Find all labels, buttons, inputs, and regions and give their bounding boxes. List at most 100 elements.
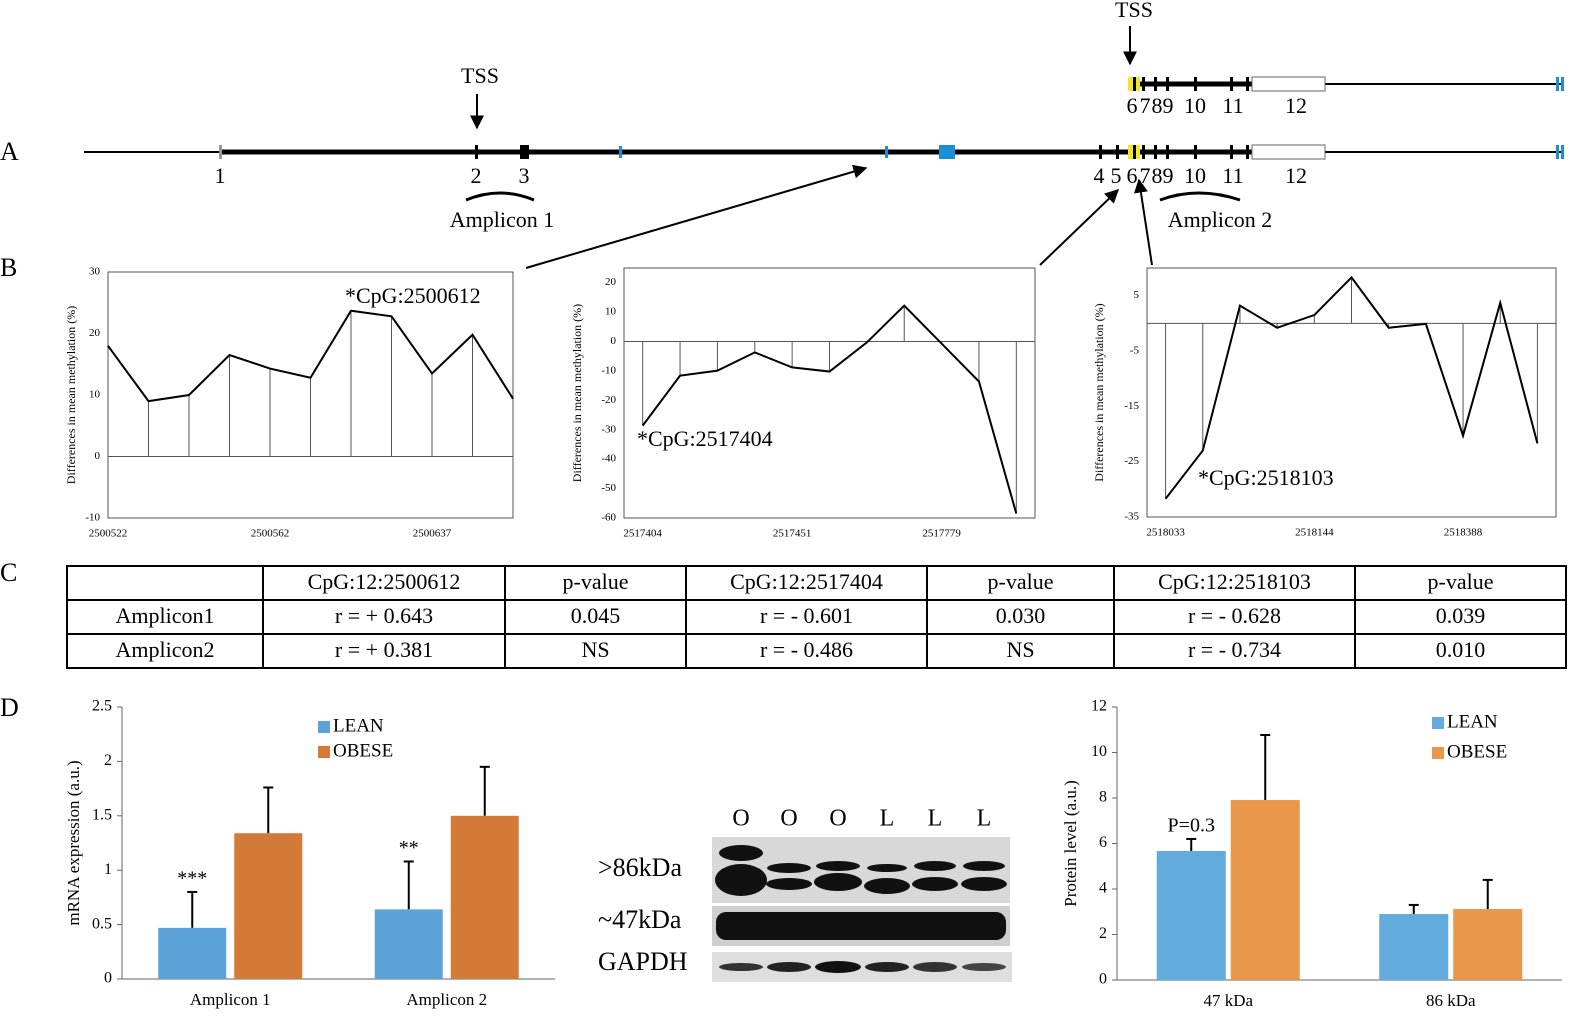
row-label: Amplicon1 [116, 603, 215, 628]
y-tick-label: 4 [1099, 880, 1107, 897]
exon-label: 10 [1184, 93, 1206, 118]
annotation: P=0.3 [1168, 815, 1215, 837]
x-tick-label: 2500637 [413, 528, 452, 540]
y-tick-label: 2 [1099, 925, 1107, 942]
y-tick-label: 20 [89, 327, 101, 339]
exon-label: 6 [1127, 93, 1138, 118]
y-tick-label: 10 [1091, 743, 1107, 760]
exon-label: 9 [1163, 93, 1174, 118]
y-tick-label: -5 [1130, 345, 1140, 357]
y-tick-label: 0 [611, 335, 617, 347]
legend-label: LEAN [333, 715, 384, 736]
x-tick-label: Amplicon 2 [406, 990, 487, 1009]
table-grid [66, 565, 1567, 669]
data-line [107, 309, 514, 403]
table-cell: 0.045 [571, 603, 621, 628]
exon-label: 8 [1152, 163, 1163, 188]
exon-label: 1 [215, 163, 226, 188]
y-tick-label: -40 [601, 453, 616, 465]
annotation: *CpG:2500612 [345, 283, 481, 308]
table-cell: r = - 0.734 [1188, 637, 1281, 662]
lane-label: L [977, 806, 992, 832]
table-cell: 0.010 [1436, 637, 1486, 662]
exon-label: 8 [1152, 93, 1163, 118]
annotation: *** [177, 868, 207, 890]
table-header: CpG:12:2517404 [730, 569, 883, 594]
table-cell: NS [1006, 637, 1034, 662]
exon-label: 2 [471, 163, 482, 188]
exon-label: 12 [1285, 93, 1307, 118]
exon-label: 11 [1222, 93, 1243, 118]
exon-label: 4 [1094, 163, 1105, 188]
y-axis-label: Protein level (a.u.) [1061, 780, 1080, 907]
row-label: Amplicon2 [116, 637, 215, 662]
legend-swatch [318, 746, 330, 758]
y-axis-label: Differences in mean methylation (%) [570, 304, 584, 482]
legend-swatch [1432, 747, 1444, 759]
x-tick-label: 2517404 [623, 528, 662, 540]
amplicon-label: Amplicon 2 [1168, 207, 1273, 232]
table-header: p-value [988, 569, 1054, 594]
y-tick-label: 1 [104, 861, 112, 878]
table-cell: r = + 0.381 [335, 637, 433, 662]
annotation: *CpG:2518103 [1198, 465, 1334, 490]
tss-label: TSS [1115, 0, 1153, 22]
y-tick-label: 2 [104, 752, 112, 769]
y-tick-label: -35 [1124, 511, 1139, 523]
table-header: p-value [1428, 569, 1494, 594]
y-axis-label: mRNA expression (a.u.) [64, 760, 83, 925]
data-line [1164, 275, 1539, 500]
amplicon-label: Amplicon 1 [450, 207, 555, 232]
y-tick-label: 0 [1099, 971, 1107, 988]
y-tick-label: 2.5 [92, 698, 112, 715]
x-tick-label: 2518033 [1146, 527, 1185, 539]
plot-frame [1146, 267, 1557, 518]
y-tick-label: -15 [1124, 400, 1139, 412]
panel-label: D [0, 693, 19, 722]
y-tick-label: 20 [605, 276, 617, 288]
y-tick-label: 0 [95, 450, 101, 462]
y-tick-label: 8 [1099, 789, 1107, 806]
table-cell: 0.030 [996, 603, 1046, 628]
band-label: ~47kDa [598, 905, 682, 934]
legend-label: OBESE [333, 740, 393, 761]
y-tick-label: -10 [85, 512, 100, 524]
exon-label: 7 [1140, 93, 1151, 118]
x-tick-label: 47 kDa [1203, 991, 1253, 1010]
annotation: *CpG:2517404 [637, 426, 773, 451]
table-cell: r = - 0.628 [1188, 603, 1281, 628]
y-tick-label: 10 [605, 306, 617, 318]
table-cell: r = - 0.486 [760, 637, 853, 662]
table-header: p-value [563, 569, 629, 594]
annotation: ** [399, 837, 419, 859]
bar [234, 833, 303, 979]
x-tick-label: 2500562 [251, 528, 290, 540]
plot-frame [623, 267, 1036, 519]
y-tick-label: 12 [1091, 698, 1107, 715]
data-line [641, 304, 1018, 514]
x-tick-label: 2500522 [89, 528, 128, 540]
y-tick-label: 6 [1099, 834, 1107, 851]
exon-label: 10 [1184, 163, 1206, 188]
y-tick-label: 1.5 [92, 806, 112, 823]
lane-label: O [829, 806, 846, 832]
band-label: >86kDa [598, 853, 682, 882]
y-axis-label: Differences in mean methylation (%) [1092, 303, 1106, 481]
table-header: CpG:12:2518103 [1158, 569, 1311, 594]
legend-label: OBESE [1447, 741, 1507, 762]
y-tick-label: -50 [601, 482, 616, 494]
bar [1453, 909, 1523, 980]
y-tick-label: -60 [601, 512, 616, 524]
y-tick-label: 5 [1134, 289, 1140, 301]
y-tick-label: -10 [601, 364, 616, 376]
table-cell: NS [581, 637, 609, 662]
y-axis-label: Differences in mean methylation (%) [64, 306, 78, 484]
x-tick-label: 86 kDa [1426, 991, 1476, 1010]
exon-label: 11 [1222, 163, 1243, 188]
legend-label: LEAN [1447, 711, 1498, 732]
lane-label: L [880, 806, 895, 832]
lane-label: O [732, 806, 749, 832]
table-cell: r = - 0.601 [760, 603, 853, 628]
y-tick-label: -20 [601, 394, 616, 406]
y-tick-label: 30 [89, 266, 101, 278]
